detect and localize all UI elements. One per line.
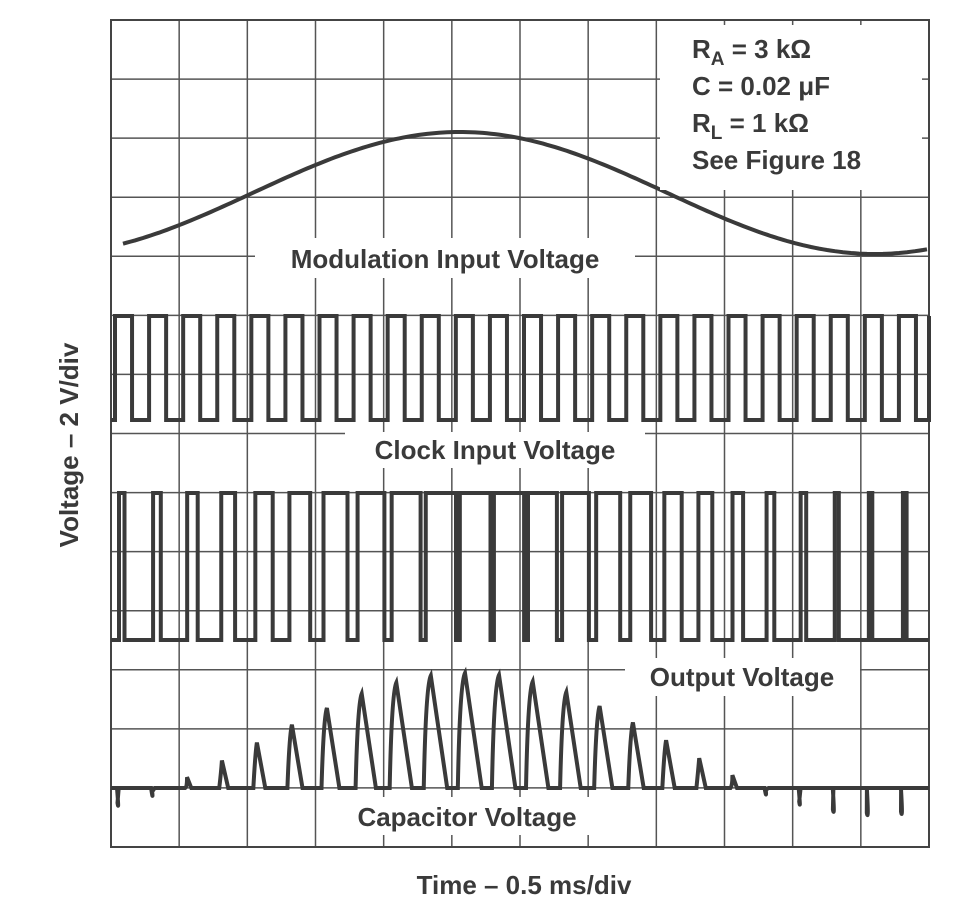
label-bg <box>255 238 635 278</box>
annotation-part: See Figure 18 <box>692 145 861 175</box>
waveforms <box>111 130 931 818</box>
annotation-part: C = 0.02 μF <box>692 71 830 101</box>
y-axis-label: Voltage – 2 V/div <box>54 342 84 547</box>
trace-label: Clock Input Voltage <box>375 435 616 465</box>
annotation-part: R <box>692 108 711 138</box>
annotations: RA = 3 kΩ C = 0.02 μF RL = 1 kΩ See Figure … <box>692 34 861 175</box>
annotation-part: L <box>711 123 723 144</box>
clock-wave <box>111 314 931 422</box>
label-bg <box>625 658 860 696</box>
label-bg <box>345 432 645 468</box>
annotation-part: = 3 kΩ <box>725 34 812 64</box>
plot-frame <box>110 19 930 848</box>
capacitor-wave <box>111 666 929 818</box>
trace-label: Capacitor Voltage <box>357 802 576 832</box>
x-axis-label: Time – 0.5 ms/div <box>417 870 632 900</box>
trace-label: Modulation Input Voltage <box>291 244 600 274</box>
label-bg <box>330 797 605 835</box>
sine-wave <box>122 130 928 256</box>
output-wave <box>111 491 929 642</box>
annotation-part: A <box>711 49 725 70</box>
trace-label: Output Voltage <box>650 662 834 692</box>
annotation-part: R <box>692 34 711 64</box>
annotation-bg <box>660 25 922 190</box>
annotation-part: = 1 kΩ <box>722 108 809 138</box>
